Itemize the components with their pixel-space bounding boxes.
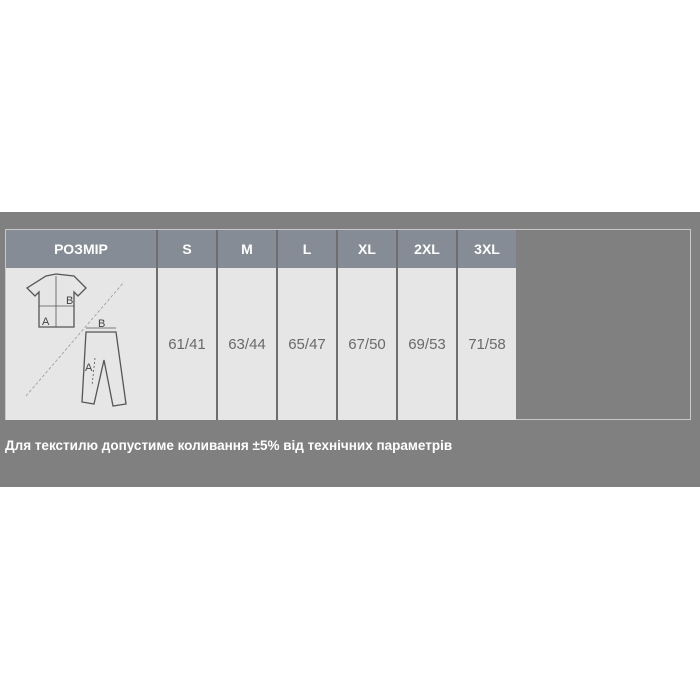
pants-label-b: B	[98, 318, 105, 330]
header-s: S	[157, 230, 218, 268]
tolerance-note: Для текстилю допустиме коливання ±5% від…	[5, 438, 453, 453]
garment-diagram-icon: A B A B	[25, 273, 127, 407]
header-row: РОЗМІР S M L XL 2XL 3XL	[6, 230, 516, 268]
shirt-label-b: B	[66, 295, 73, 307]
table-row: A B A B 61/41 63/44 65/47 67/50 69/53 71…	[6, 268, 516, 420]
value-m: 63/44	[217, 268, 278, 420]
header-2xl: 2XL	[397, 230, 458, 268]
header-l: L	[277, 230, 338, 268]
garment-diagram-cell: A B A B	[6, 268, 158, 420]
value-xl: 67/50	[337, 268, 398, 420]
header-3xl: 3XL	[457, 230, 516, 268]
header-xl: XL	[337, 230, 398, 268]
value-l: 65/47	[277, 268, 338, 420]
shirt-label-a: A	[42, 316, 50, 328]
value-3xl: 71/58	[457, 268, 516, 420]
value-2xl: 69/53	[397, 268, 458, 420]
size-table: РОЗМІР S M L XL 2XL 3XL A B A B	[6, 230, 516, 420]
pants-label-a: A	[85, 362, 93, 374]
value-s: 61/41	[157, 268, 218, 420]
header-size: РОЗМІР	[6, 230, 158, 268]
header-m: M	[217, 230, 278, 268]
